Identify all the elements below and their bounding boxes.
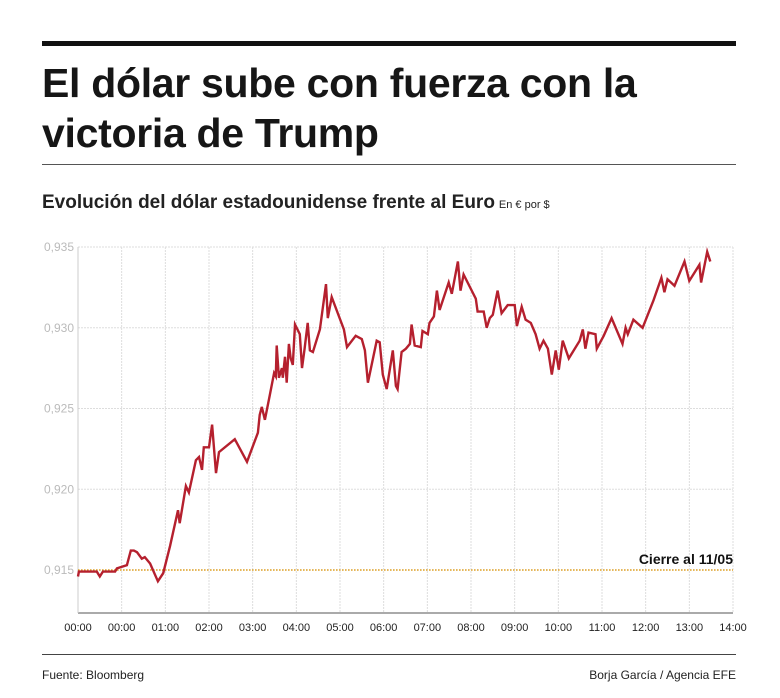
x-tick-label: 13:00 bbox=[676, 622, 704, 634]
x-tick-label: 04:00 bbox=[283, 622, 311, 634]
x-tick-label: 01:00 bbox=[152, 622, 180, 634]
x-tick-label: 10:00 bbox=[545, 622, 573, 634]
x-tick-label: 05:00 bbox=[326, 622, 354, 634]
footer-divider bbox=[42, 654, 736, 655]
series-line bbox=[76, 247, 712, 584]
chart-subtitle: Evolución del dólar estadounidense frent… bbox=[42, 192, 550, 214]
x-tick-label: 11:00 bbox=[589, 622, 616, 634]
source-text: Fuente: Bloomberg bbox=[42, 668, 145, 682]
y-tick-label: 0,925 bbox=[44, 402, 74, 416]
x-tick-label: 07:00 bbox=[414, 622, 442, 634]
reference-label: Cierre al 11/05 bbox=[639, 551, 733, 567]
unit-label: En € por $ bbox=[498, 199, 550, 211]
y-tick-label: 0,930 bbox=[44, 321, 74, 335]
x-tick-label: 08:00 bbox=[457, 622, 485, 634]
x-tick-label: 00:00 bbox=[108, 622, 136, 634]
x-tick-label: 03:00 bbox=[239, 622, 267, 634]
x-tick-label: 12:00 bbox=[632, 622, 660, 634]
y-tick-label: 0,915 bbox=[44, 563, 74, 577]
y-tick-label: 0,935 bbox=[44, 240, 74, 254]
x-tick-label: 09:00 bbox=[501, 622, 529, 634]
top-rule bbox=[42, 41, 736, 46]
y-tick-label: 0,920 bbox=[44, 482, 74, 496]
x-tick-label: 06:00 bbox=[370, 622, 398, 634]
credit-text: Borja García / Agencia EFE bbox=[589, 668, 736, 682]
divider bbox=[42, 164, 736, 165]
x-tick-label: 02:00 bbox=[195, 622, 223, 634]
x-tick-label: 00:00 bbox=[64, 622, 92, 634]
subtitle-text: Evolución del dólar estadounidense frent… bbox=[42, 192, 495, 213]
headline: El dólar sube con fuerza con la victoria… bbox=[42, 60, 637, 156]
x-tick-label: 14:00 bbox=[719, 622, 747, 634]
